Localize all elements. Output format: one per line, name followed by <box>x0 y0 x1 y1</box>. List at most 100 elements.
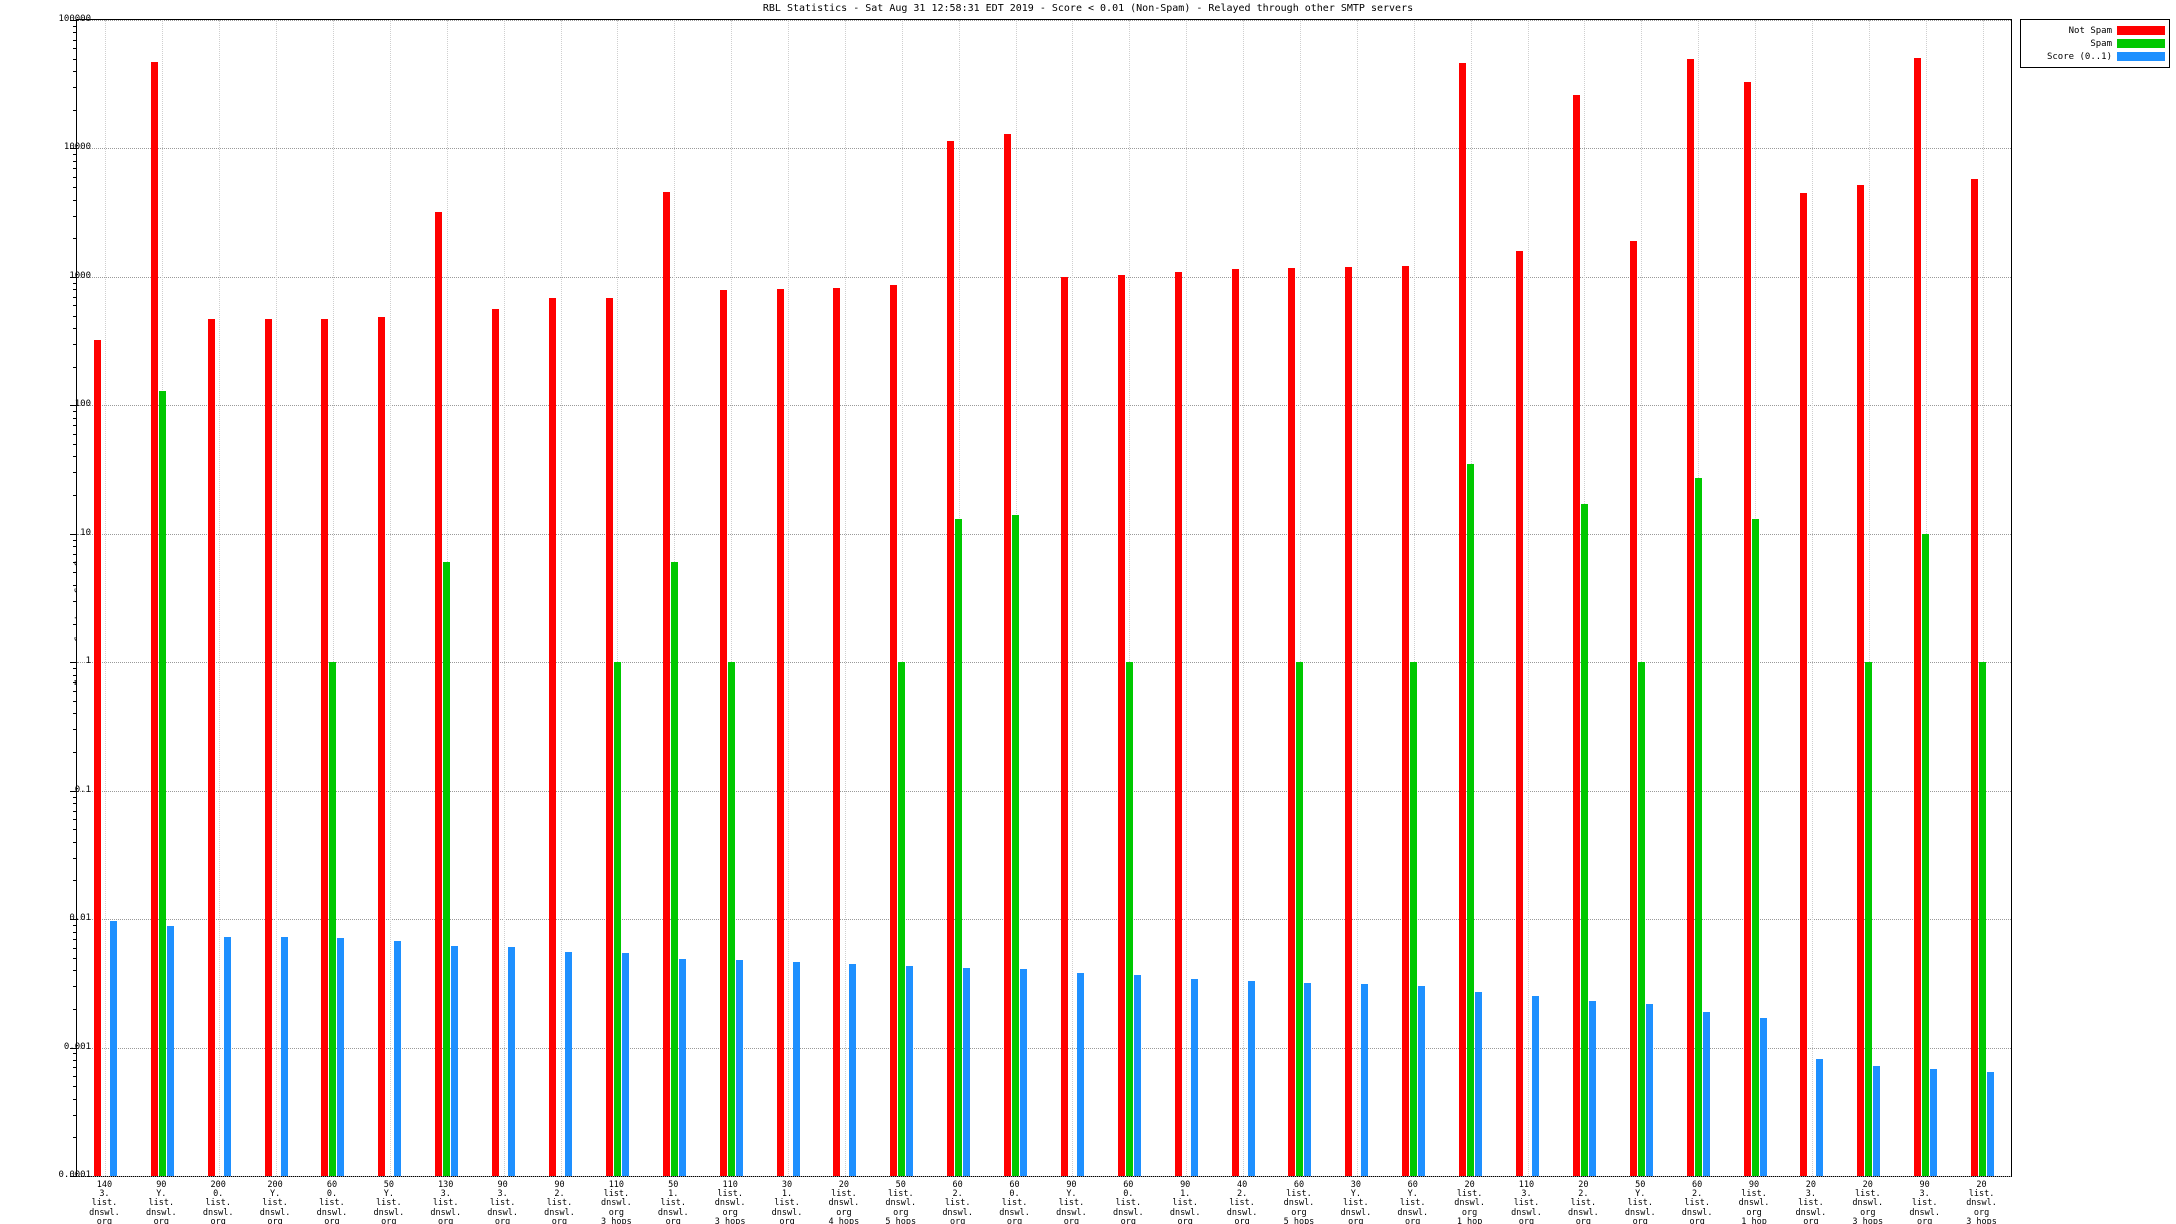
y-tick-mark <box>70 20 77 21</box>
x-tick-label: 110 list. dnswl. org 3 hops <box>714 1180 746 1224</box>
y-minor-tick <box>73 315 77 317</box>
bar-score <box>166 925 174 1176</box>
bar-spam <box>613 662 621 1176</box>
y-minor-tick <box>73 947 77 949</box>
bar-score <box>1759 1017 1767 1176</box>
x-gridline <box>1982 20 1984 1176</box>
legend-label-score: Score (0..1) <box>2046 51 2112 62</box>
bar-not-spam <box>776 289 784 1176</box>
x-tick-label: 90 3. list. dnswl. org 1 hop <box>1909 1180 1941 1224</box>
legend-item-spam: Spam <box>2025 37 2165 50</box>
y-minor-tick <box>73 32 77 34</box>
y-minor-tick <box>73 1137 77 1139</box>
bar-not-spam <box>1914 57 1922 1176</box>
x-gridline <box>788 20 790 1176</box>
bar-spam <box>955 519 963 1176</box>
y-minor-tick <box>73 296 77 298</box>
x-tick-label: 60 0. list. dnswl. org 1 hop <box>316 1180 348 1224</box>
y-minor-tick <box>73 970 77 972</box>
y-tick-label: 0.0001 <box>58 1170 91 1180</box>
legend-swatch-score <box>2117 52 2165 61</box>
legend-swatch-spam <box>2117 39 2165 48</box>
x-tick-label: 90 Y. list. dnswl. org 4 hops <box>1056 1180 1087 1224</box>
y-tick-label: 0.01 <box>69 913 91 924</box>
x-tick-label: 20 list. dnswl. org 3 hops <box>1852 1180 1884 1224</box>
x-gridline <box>1072 20 1074 1176</box>
y-minor-tick <box>73 841 77 843</box>
x-tick-label: 20 2. list. dnswl. org 2 hops <box>1568 1180 1599 1224</box>
bar-score <box>508 946 516 1176</box>
x-tick-label: 20 list. dnswl. org 3 hops <box>1966 1180 1997 1224</box>
y-minor-tick <box>73 1086 77 1088</box>
x-tick-label: 50 1. list. dnswl. org 2 hops <box>657 1180 689 1224</box>
x-tick-label: 90 2. list. dnswl. org 4 hops <box>544 1180 575 1224</box>
x-gridline <box>1527 20 1529 1176</box>
x-tick-label: 90 1. list. dnswl. org 1 hop <box>1169 1180 1201 1224</box>
bar-not-spam <box>605 298 613 1176</box>
bar-spam <box>1979 662 1987 1176</box>
bar-score <box>1873 1065 1881 1176</box>
x-tick-label: 200 Y. list. dnswl. org 1 hop <box>259 1180 291 1224</box>
bar-spam <box>1637 662 1645 1176</box>
y-minor-tick <box>73 456 77 458</box>
y-minor-tick <box>73 1008 77 1010</box>
y-tick-label: 100 <box>74 399 91 410</box>
bar-not-spam <box>1857 184 1865 1176</box>
x-tick-label: 50 Y. list. dnswl. org 5 hops <box>1624 1180 1656 1224</box>
bar-not-spam <box>321 319 329 1176</box>
y-minor-tick <box>73 238 77 240</box>
y-minor-tick <box>73 713 77 715</box>
y-minor-tick <box>73 433 77 435</box>
y-minor-tick <box>73 939 77 940</box>
y-minor-tick <box>73 1060 77 1061</box>
bar-not-spam <box>1971 178 1979 1176</box>
y-minor-tick <box>73 417 77 419</box>
y-minor-tick <box>73 857 77 859</box>
x-gridline <box>1641 20 1643 1176</box>
x-tick-label: 110 3. list. dnswl. org 1 hop <box>1511 1180 1542 1224</box>
bar-not-spam <box>150 62 158 1176</box>
y-gridline <box>77 1176 2011 1177</box>
y-tick-label: 0.001 <box>63 1041 91 1052</box>
y-minor-tick <box>73 539 77 541</box>
legend-label-not-spam: Not Spam <box>2068 25 2112 36</box>
y-minor-tick <box>73 700 77 702</box>
bar-score <box>565 952 572 1176</box>
y-minor-tick <box>73 1053 77 1055</box>
bar-not-spam <box>890 284 898 1176</box>
y-minor-tick <box>73 924 77 926</box>
x-tick-label: 60 list. dnswl. org 5 hops <box>1283 1180 1315 1224</box>
bar-spam <box>1012 515 1020 1176</box>
y-tick-mark <box>70 662 77 664</box>
bar-score <box>1816 1058 1824 1176</box>
x-gridline <box>731 20 733 1176</box>
y-minor-tick <box>73 328 77 329</box>
y-minor-tick <box>73 168 77 170</box>
x-tick-label: 20 list. dnswl. org 1 hop <box>1454 1180 1485 1224</box>
y-minor-tick <box>73 1076 77 1078</box>
x-gridline <box>389 20 391 1176</box>
bar-score <box>1930 1069 1938 1176</box>
bar-spam <box>1751 519 1759 1176</box>
y-minor-tick <box>73 829 77 831</box>
y-minor-tick <box>73 986 77 988</box>
legend-swatch-not-spam <box>2117 26 2165 35</box>
bar-spam <box>158 390 166 1176</box>
y-minor-tick <box>73 553 77 555</box>
y-minor-tick <box>73 109 77 111</box>
bar-not-spam <box>1004 133 1012 1176</box>
x-tick-label: 110 list. dnswl. org 3 hops <box>601 1180 632 1224</box>
bar-not-spam <box>1800 193 1808 1176</box>
y-minor-tick <box>73 187 77 189</box>
bar-score <box>109 920 117 1176</box>
x-gridline <box>1129 20 1131 1176</box>
y-minor-tick <box>73 176 77 178</box>
x-gridline <box>617 20 619 1176</box>
y-gridline <box>77 662 2011 664</box>
y-tick-label: 1 <box>85 656 91 667</box>
y-minor-tick <box>73 495 77 497</box>
x-gridline <box>560 20 562 1176</box>
y-minor-tick <box>73 199 77 201</box>
bar-not-spam <box>1516 250 1523 1176</box>
bar-not-spam <box>549 298 556 1176</box>
